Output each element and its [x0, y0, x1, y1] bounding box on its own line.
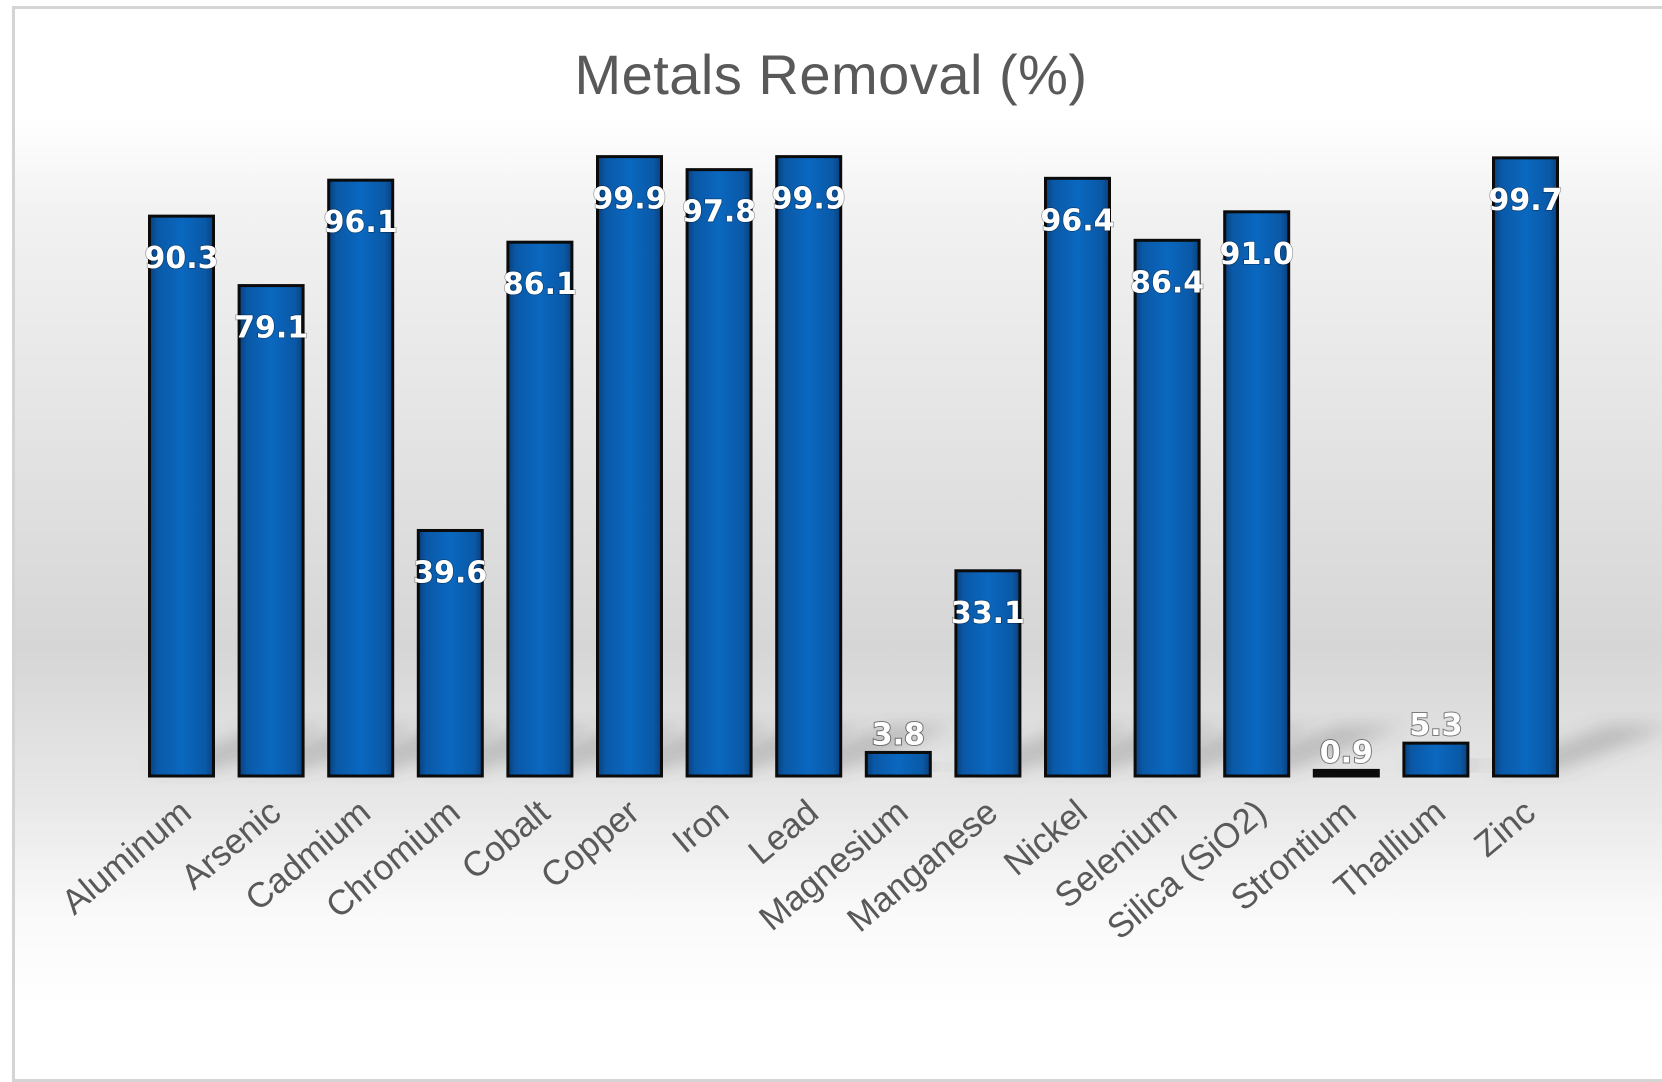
bar-copper[interactable]	[596, 155, 663, 778]
data-label-iron: 97.8	[682, 195, 756, 230]
bar-chromium[interactable]	[416, 528, 484, 778]
category-label-iron: Iron	[665, 792, 736, 861]
data-label-thallium: 5.3	[1409, 708, 1462, 743]
bar-silica-sio2[interactable]	[1223, 210, 1291, 778]
bar-magnesium[interactable]	[864, 750, 932, 778]
bar-thallium[interactable]	[1402, 741, 1470, 778]
bar-strontium[interactable]	[1312, 768, 1380, 778]
category-label-zinc: Zinc	[1467, 792, 1543, 864]
data-labels-group: 90.3 79.1 96.1 39.6 86.1 99.9 97.8 99.9 3.8 33.1 9…	[144, 181, 1564, 772]
bar-iron[interactable]	[685, 168, 753, 778]
data-label-arsenic: 79.1	[234, 311, 308, 346]
bar-cobalt[interactable]	[506, 240, 574, 778]
data-label-chromium: 39.6	[413, 555, 487, 590]
bar-arsenic[interactable]	[237, 284, 305, 778]
bar-lead[interactable]	[775, 155, 843, 778]
bar-cadmium[interactable]	[327, 178, 395, 778]
data-label-strontium: 0.9	[1320, 735, 1373, 770]
data-label-aluminum: 90.3	[144, 241, 218, 276]
chart-title: Metals Removal (%)	[574, 43, 1088, 106]
data-label-cadmium: 96.1	[324, 205, 398, 240]
data-label-zinc: 99.7	[1488, 183, 1562, 218]
bar-zinc[interactable]	[1492, 156, 1559, 778]
data-label-cobalt: 86.1	[503, 267, 577, 302]
data-label-selenium: 86.4	[1130, 265, 1204, 300]
bar-nickel[interactable]	[1044, 176, 1111, 778]
category-labels-group: AluminumArsenicCadmiumChromiumCobaltCopp…	[54, 792, 1542, 947]
bar-selenium[interactable]	[1133, 238, 1201, 778]
category-label-aluminum: Aluminum	[54, 792, 198, 922]
bar-aluminum[interactable]	[148, 214, 215, 778]
data-label-copper: 99.9	[592, 182, 666, 217]
data-label-manganese: 33.1	[951, 596, 1025, 631]
category-label-copper: Copper	[534, 792, 647, 896]
data-label-lead: 99.9	[772, 182, 846, 217]
bars-group	[148, 155, 1559, 778]
data-label-silica-sio2: 91.0	[1220, 237, 1294, 272]
data-label-magnesium: 3.8	[872, 717, 925, 752]
data-label-nickel: 96.4	[1040, 203, 1114, 238]
bar-manganese[interactable]	[954, 569, 1022, 778]
